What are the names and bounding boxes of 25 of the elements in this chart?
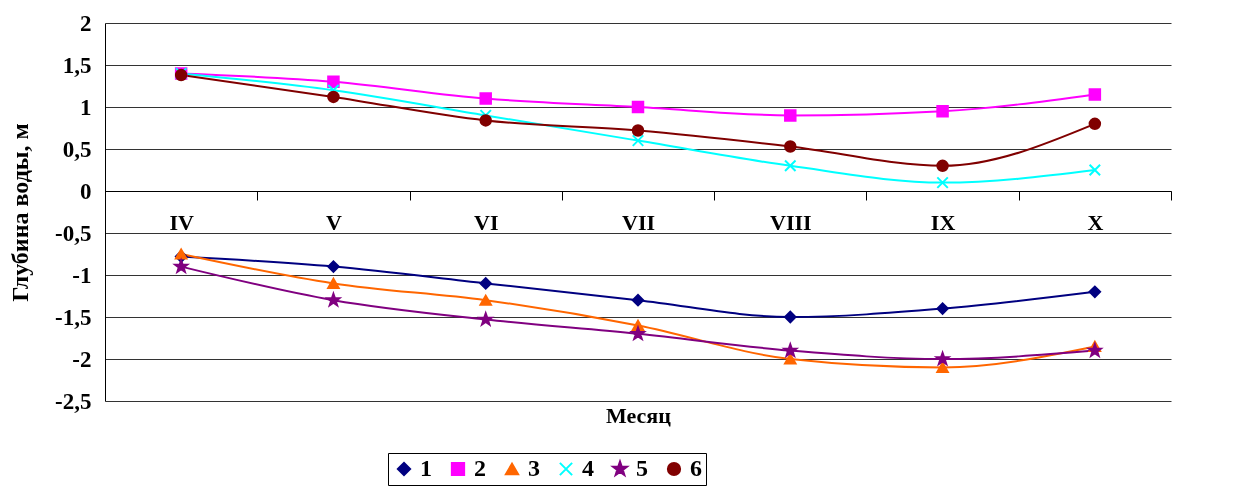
y-tick-label: 0 [80,178,92,204]
legend-label: 2 [474,455,486,481]
x-tick-label: IV [169,209,194,235]
legend-label: 6 [690,455,702,481]
y-tick-label: 2 [80,10,92,36]
legend-label: 3 [528,455,540,481]
legend-label: 1 [420,455,432,481]
x-tick-label: VII [621,209,656,235]
x-tick-label: VIII [770,209,812,235]
y-tick-label: 1 [80,94,92,120]
legend-label: 4 [582,455,594,481]
x-tick-label: VI [473,209,499,235]
y-tick-label: -1 [72,262,92,288]
x-tick-label: V [325,209,342,235]
x-tick-label: X [1087,209,1104,235]
y-tick-label: -0,5 [55,220,92,246]
y-tick-label: -1,5 [55,304,92,330]
y-tick-label: 1,5 [62,52,92,78]
y-axis-title: Глубина воды, м [7,123,34,302]
x-axis-title: Месяц [606,402,672,428]
x-tick-label: IX [930,209,956,235]
y-tick-label: 0,5 [62,136,92,162]
y-tick-label: -2,5 [55,388,92,414]
legend-label: 5 [636,455,648,481]
y-tick-label: -2 [72,346,92,372]
